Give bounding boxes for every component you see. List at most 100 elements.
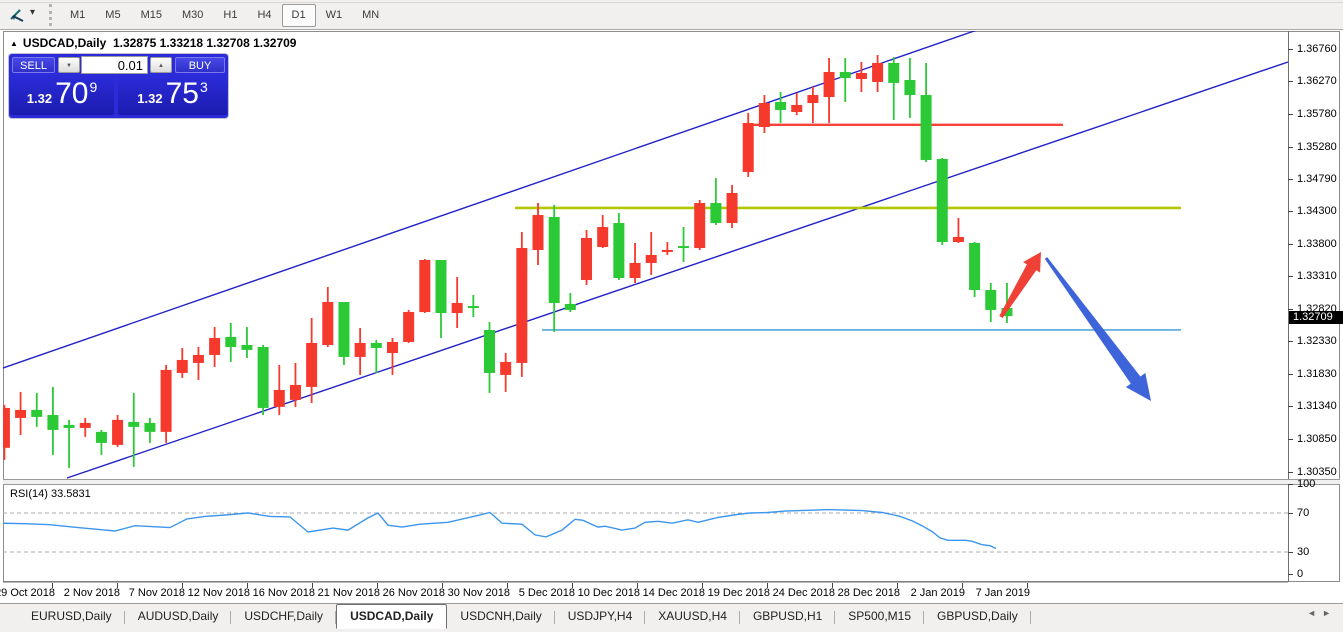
rsi-axis-tick: [1288, 574, 1293, 575]
toolbar-grip-handle[interactable]: [49, 4, 55, 26]
sell-price-box[interactable]: 1.32 70 9: [10, 76, 114, 115]
timeframe-button-m30[interactable]: M30: [181, 8, 204, 21]
volume-decrease-button[interactable]: ▼: [58, 57, 80, 73]
candle-body: [726, 193, 738, 224]
channel-trendline-2[interactable]: [66, 61, 1288, 479]
price-axis-tick: [1288, 341, 1293, 343]
chart-tab-eurusd[interactable]: EURUSD,Daily: [18, 605, 125, 628]
rsi-indicator-canvas[interactable]: [3, 483, 1288, 583]
channel-trendline-1[interactable]: [3, 31, 977, 369]
date-axis-label: 19 Dec 2018: [707, 587, 770, 599]
chart-tab-usdjpy[interactable]: USDJPY,H4: [555, 605, 646, 628]
toolbar-caret-down-icon[interactable]: ▾: [30, 7, 36, 18]
pane-splitter[interactable]: [3, 479, 1340, 485]
price-axis-tick: [1288, 406, 1293, 408]
bullish-projection-arrow[interactable]: [999, 252, 1041, 318]
candle-body: [112, 419, 124, 445]
timeframe-button-h1[interactable]: H1: [223, 8, 238, 21]
chart-tabs-bar: EURUSD,Daily AUDUSD,Daily USDCHF,Daily USDC…: [0, 603, 1343, 632]
timeframe-button-m5[interactable]: M5: [105, 8, 121, 21]
date-axis-tick: [897, 583, 898, 588]
chart-tab-xauusd[interactable]: XAUUSD,H4: [645, 605, 740, 628]
candle-body: [758, 103, 770, 128]
price-axis-label: 1.36760: [1297, 43, 1337, 55]
sell-button[interactable]: SELL: [12, 57, 55, 73]
candle-body: [403, 312, 415, 342]
chart-shift-arrows-icon[interactable]: [8, 6, 26, 24]
date-axis-tick: [52, 583, 53, 588]
price-axis-tick: [1288, 211, 1293, 213]
timeframe-button-m15[interactable]: M15: [140, 8, 162, 21]
title-marker-icon[interactable]: ▲: [10, 39, 18, 48]
date-axis-tick: [962, 583, 963, 588]
price-axis-label: 1.34790: [1297, 172, 1337, 185]
candle-body: [484, 329, 495, 373]
price-axis-tick: [1288, 146, 1293, 148]
price-axis-tick: [1288, 308, 1293, 310]
date-axis-label: 14 Dec 2018: [642, 587, 705, 599]
candle-body: [548, 217, 560, 303]
bearish-projection-arrow[interactable]: [1044, 257, 1151, 401]
chart-tab-gbpusd[interactable]: GBPUSD,H1: [740, 605, 836, 628]
tab-scroll-arrows: ◄►: [1307, 608, 1337, 618]
candle-body: [564, 303, 576, 310]
date-axis-label: 2 Nov 2018: [63, 587, 120, 599]
timeframe-button-m1[interactable]: M1: [70, 8, 86, 21]
rsi-line: [3, 508, 997, 550]
candle-body: [306, 342, 318, 387]
date-axis-tick: [507, 583, 508, 588]
candle-body: [629, 262, 641, 278]
date-axis-label: 5 Dec 2018: [518, 587, 575, 599]
timeframe-button-d1[interactable]: D1: [281, 3, 316, 27]
candle-body: [241, 344, 253, 350]
date-axis-tick: [377, 583, 378, 588]
candle-body: [597, 227, 609, 248]
sell-price-base: 1.32: [26, 91, 53, 106]
candle-body: [338, 302, 350, 357]
candle-body: [160, 369, 172, 432]
candle-body: [1001, 308, 1013, 317]
sell-price-pip: 9: [89, 79, 98, 95]
candle-body: [144, 422, 156, 432]
tab-scroll-left-icon[interactable]: ◄: [1307, 608, 1323, 618]
chart-tab-usdcnh[interactable]: USDCNH,Daily: [447, 605, 556, 628]
volume-input[interactable]: [81, 56, 148, 74]
volume-increase-button[interactable]: ▲: [150, 57, 172, 73]
price-axis-tick: [1288, 276, 1293, 278]
timeframe-button-mn[interactable]: MN: [362, 8, 380, 21]
one-click-trading-panel: SELL ▼ ▲ BUY 1.32 70 9 1.32 75 3: [9, 54, 228, 118]
chart-tab-usdchf[interactable]: USDCHF,Daily: [231, 605, 336, 628]
candle-body: [904, 79, 916, 96]
chart-title: ▲ USDCAD,Daily 1.32875 1.33218 1.32708 1.…: [10, 36, 296, 50]
buy-button[interactable]: BUY: [175, 57, 225, 73]
buy-price-big: 75: [165, 77, 199, 110]
candle-body: [354, 342, 366, 357]
chart-tab-usdcad[interactable]: USDCAD,Daily: [336, 604, 448, 629]
candle-body: [969, 242, 981, 290]
date-axis-tick: [247, 583, 248, 588]
chart-tab-sp500[interactable]: SP500,M15: [835, 605, 924, 628]
date-axis-label: 21 Nov 2018: [317, 587, 380, 599]
price-axis-tick: [1288, 178, 1293, 180]
price-chart-canvas[interactable]: [3, 31, 1288, 479]
date-axis-label: 30 Nov 2018: [447, 587, 510, 599]
date-axis-tick: [312, 583, 313, 588]
candle-body: [467, 306, 479, 309]
date-axis-tick: [832, 583, 833, 588]
date-axis-tick: [702, 583, 703, 588]
timeframe-button-w1[interactable]: W1: [325, 8, 343, 21]
chart-tab-gbpusd[interactable]: GBPUSD,Daily: [924, 605, 1031, 628]
date-axis-tick: [1027, 583, 1028, 588]
candle-body: [79, 422, 91, 428]
date-axis-label: 26 Nov 2018: [382, 587, 445, 599]
date-axis-label: 7 Nov 2018: [128, 587, 185, 599]
tab-scroll-right-icon[interactable]: ►: [1322, 608, 1337, 618]
date-axis-label: 12 Nov 2018: [187, 587, 250, 599]
timeframe-button-h4[interactable]: H4: [257, 8, 272, 21]
candle-body: [451, 302, 463, 314]
candle-body: [661, 249, 673, 253]
price-axis-tick: [1288, 244, 1293, 246]
chart-tab-audusd[interactable]: AUDUSD,Daily: [125, 605, 232, 628]
buy-price-box[interactable]: 1.32 75 3: [118, 76, 227, 115]
rsi-axis-tick: [1288, 513, 1293, 514]
